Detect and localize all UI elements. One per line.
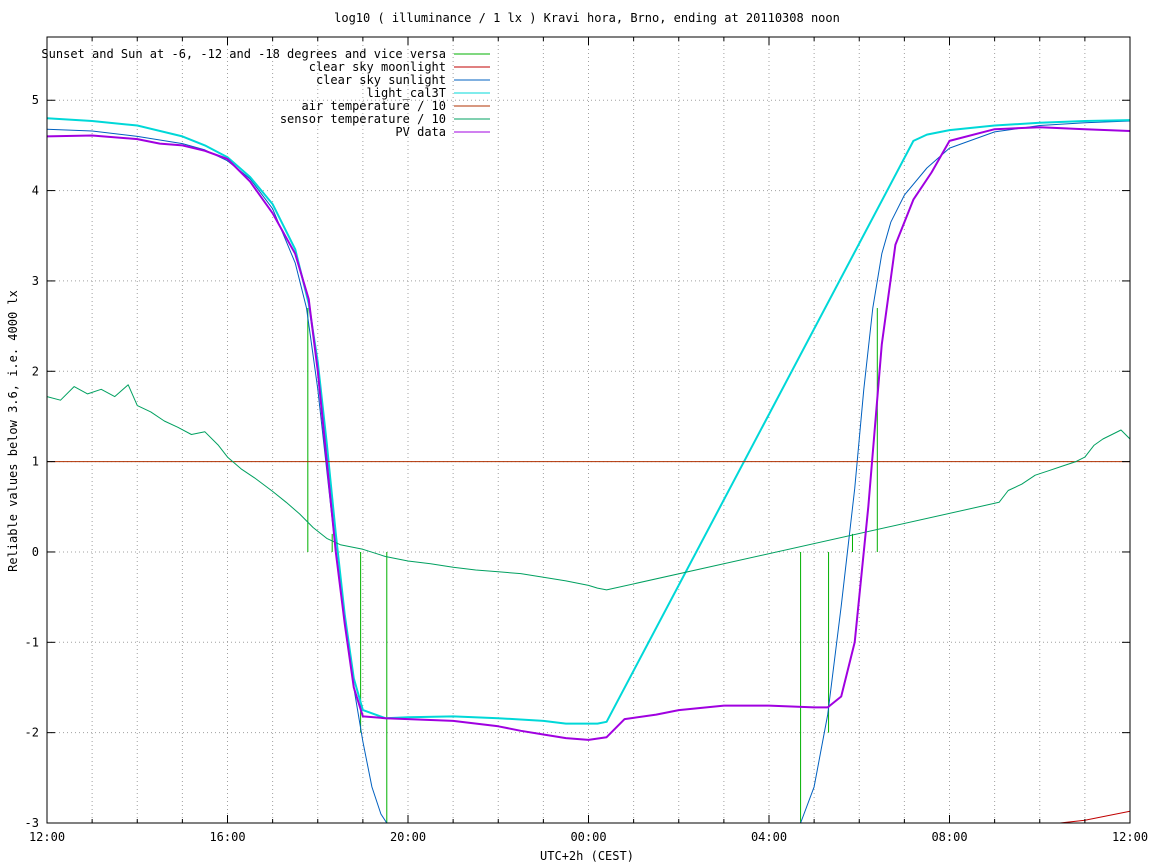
series-line [46,126,1131,741]
x-tick-label: 08:00 [931,830,967,844]
y-tick-label: 5 [32,93,39,107]
legend-label: Sunset and Sun at -6, -12 and -18 degree… [41,47,446,61]
y-tick-label: -3 [25,816,39,830]
legend-label: sensor temperature / 10 [280,112,446,126]
x-tick-label: 00:00 [570,830,606,844]
x-tick-label: 12:00 [1112,830,1148,844]
series-6 [46,126,1131,741]
grid [47,37,1130,823]
y-tick-label: 1 [32,455,39,469]
legend-label: clear sky moonlight [309,60,446,74]
y-tick-label: 3 [32,274,39,288]
series-5 [46,384,1131,591]
series-line [46,384,1131,591]
y-axis-label: Reliable values below 3.6, i.e. 4000 lx [6,290,20,572]
x-tick-label: 20:00 [390,830,426,844]
series-line [1060,810,1131,824]
legend-label: air temperature / 10 [302,99,447,113]
x-tick-label: 16:00 [209,830,245,844]
y-tick-label: -1 [25,635,39,649]
chart-title: log10 ( illuminance / 1 lx ) Kravi hora,… [334,11,840,25]
y-tick-label: 2 [32,364,39,378]
legend: Sunset and Sun at -6, -12 and -18 degree… [41,47,490,139]
legend-label: PV data [395,125,446,139]
series-line [46,117,1131,725]
plot-series [46,117,1131,824]
y-tick-label: -2 [25,726,39,740]
y-tick-label: 4 [32,184,39,198]
legend-label: clear sky sunlight [316,73,446,87]
series-3 [46,117,1131,725]
x-tick-label: 12:00 [29,830,65,844]
series-0 [307,308,878,823]
x-axis-label: UTC+2h (CEST) [540,849,634,863]
legend-label: light_cal3T [367,86,446,100]
y-tick-label: 0 [32,545,39,559]
x-tick-label: 04:00 [751,830,787,844]
axis-ticks: 12:00 16:00 20:00 00:00 04:00 08:00 12:00-3-2-… [25,37,1148,844]
series-1 [1060,810,1131,824]
